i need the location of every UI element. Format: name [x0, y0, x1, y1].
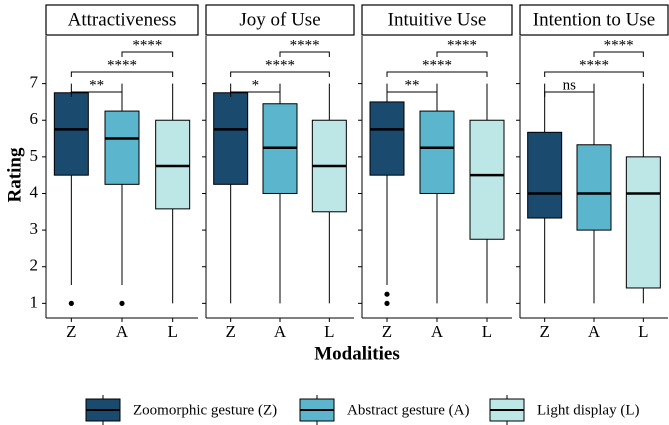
x-tick-label: Z: [225, 322, 235, 341]
bracket-label: ns: [563, 77, 577, 93]
y-tick-label: 3: [30, 219, 39, 238]
x-tick-label: A: [588, 322, 601, 341]
x-tick-label: L: [482, 322, 492, 341]
bracket: [70, 91, 123, 97]
x-tick-label: A: [116, 322, 129, 341]
bracket: [121, 51, 174, 57]
y-axis-label: Rating: [4, 147, 25, 202]
bracket: [230, 91, 281, 97]
strip: [205, 4, 355, 36]
x-tick-label: L: [167, 322, 177, 341]
y-tick-label: 2: [30, 256, 39, 275]
y-tick-label: 1: [30, 292, 39, 311]
bracket-label: ****: [604, 37, 634, 53]
outlier: [384, 300, 390, 306]
facet-title: Intention to Use: [533, 9, 655, 30]
bracket: [593, 51, 644, 57]
box: [469, 119, 505, 240]
x-tick-label: Z: [382, 322, 392, 341]
x-tick-label: L: [324, 322, 334, 341]
x-tick-label: Z: [66, 322, 76, 341]
box: [576, 144, 612, 231]
x-tick-label: A: [431, 322, 444, 341]
bracket: [544, 71, 644, 77]
box: [53, 92, 89, 176]
bracket: [70, 71, 174, 77]
strip: [519, 4, 669, 36]
box: [104, 110, 140, 185]
legend-label: Zoomorphic gesture (Z): [133, 402, 277, 418]
x-tick-label: Z: [539, 322, 549, 341]
bracket-label: **: [405, 77, 420, 93]
bracket-label: ****: [107, 57, 137, 73]
bracket-label: ****: [132, 37, 162, 53]
y-tick-label: 6: [30, 109, 39, 128]
bracket: [386, 91, 438, 97]
bracket-label: ****: [579, 57, 609, 73]
y-tick-label: 5: [30, 146, 39, 165]
box: [625, 156, 661, 289]
bracket: [386, 71, 488, 77]
y-tick-label: 4: [30, 182, 39, 201]
box: [155, 119, 191, 210]
bracket-label: **: [89, 77, 104, 93]
bracket-label: ****: [422, 57, 452, 73]
box: [213, 92, 249, 185]
facet-title: Joy of Use: [239, 9, 320, 30]
x-tick-label: L: [638, 322, 648, 341]
box: [527, 131, 563, 219]
bracket-label: ****: [290, 37, 320, 53]
outlier: [68, 300, 74, 306]
strip: [45, 4, 199, 36]
bracket-label: ****: [447, 37, 477, 53]
bracket-label: *: [252, 77, 260, 93]
box: [369, 101, 405, 176]
box: [419, 110, 455, 194]
outlier: [119, 300, 125, 306]
x-tick-label: A: [274, 322, 287, 341]
bracket: [544, 91, 595, 97]
legend-label: Abstract gesture (A): [347, 402, 469, 418]
outlier: [384, 291, 390, 297]
y-tick-label: 7: [30, 73, 39, 92]
strip: [361, 4, 513, 36]
x-axis-label: Modalities: [314, 343, 400, 364]
bracket: [230, 71, 330, 77]
facet-title: Intuitive Use: [388, 9, 487, 30]
legend-label: Light display (L): [537, 402, 639, 418]
bracket: [436, 51, 488, 57]
bracket-label: ****: [265, 57, 295, 73]
bracket: [279, 51, 330, 57]
facet-title: Attractiveness: [68, 9, 177, 30]
